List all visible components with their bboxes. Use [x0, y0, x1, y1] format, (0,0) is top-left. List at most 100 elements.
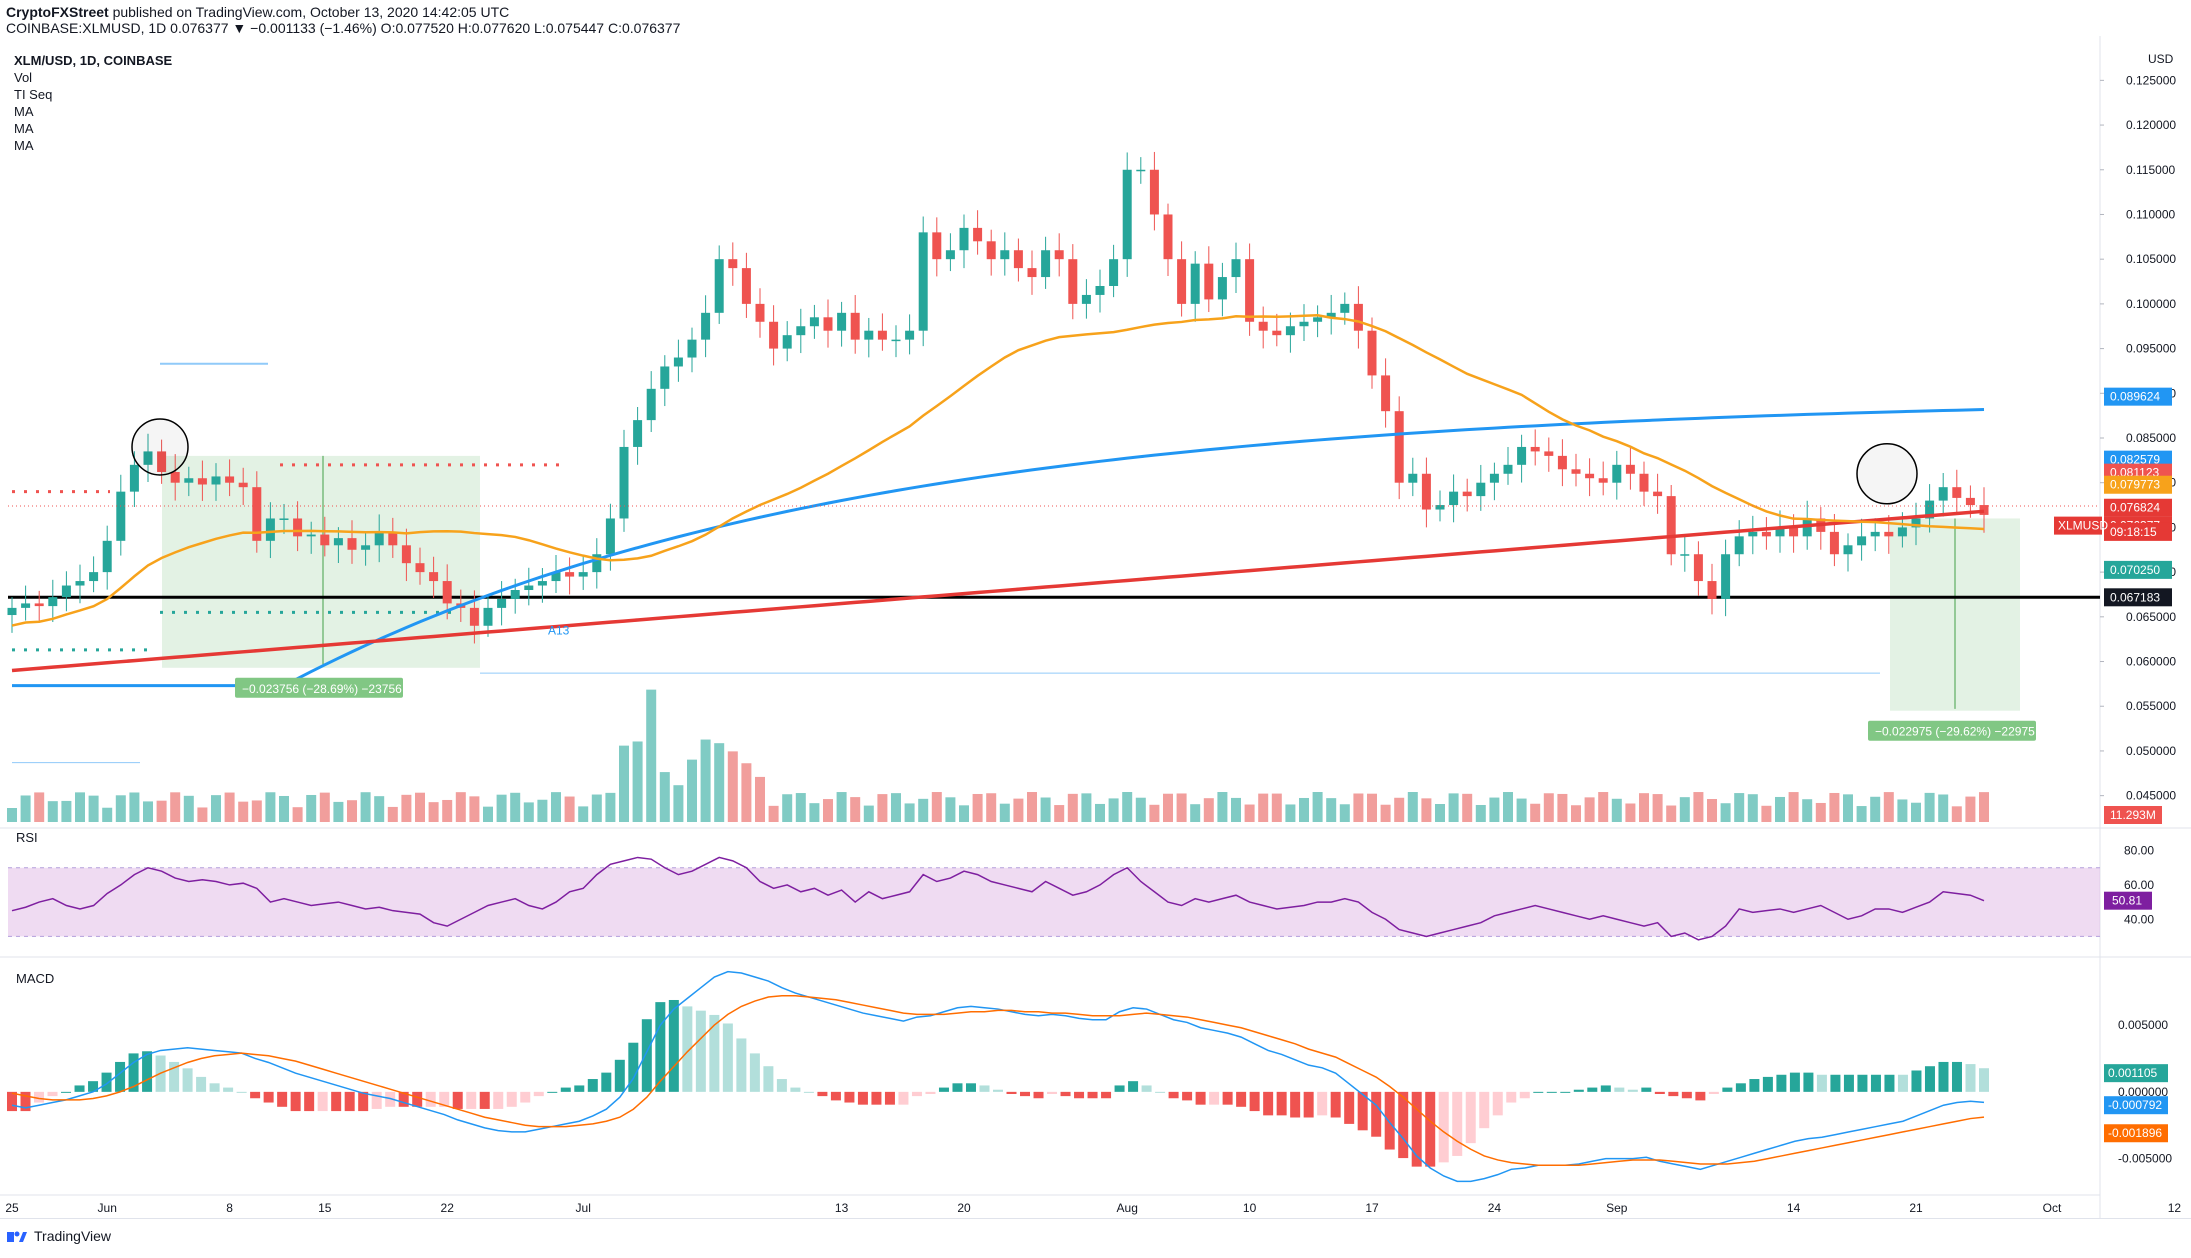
- candle-body: [1408, 473, 1418, 483]
- macd-histogram-bar: [1708, 1091, 1719, 1094]
- volume-bar: [1883, 792, 1894, 822]
- legend-item-vol[interactable]: Vol: [14, 70, 33, 85]
- volume-bar: [88, 795, 99, 822]
- volume-bar: [1625, 803, 1636, 822]
- price-axis-label-bg: [2104, 560, 2172, 579]
- candle-body: [646, 388, 656, 421]
- macd-histogram-bar: [1681, 1091, 1692, 1099]
- macd-histogram-bar: [1155, 1091, 1166, 1093]
- volume-bar: [1462, 793, 1473, 822]
- macd-histogram-bar: [1573, 1089, 1584, 1092]
- candle-body: [1353, 303, 1363, 331]
- candle-body: [728, 259, 738, 269]
- volume-bar: [1203, 798, 1214, 822]
- candle-body: [1340, 303, 1350, 313]
- macd-tick-label: -0.005000: [2118, 1152, 2172, 1166]
- macd-histogram-bar: [1695, 1091, 1706, 1101]
- macd-histogram-bar: [1951, 1061, 1962, 1092]
- candle-body: [1435, 505, 1445, 510]
- volume-bar: [510, 792, 521, 822]
- macd-histogram-bar: [1492, 1091, 1503, 1116]
- volume-bar: [1312, 792, 1323, 822]
- measure-label-bg-october: [1868, 720, 2036, 741]
- price-axis-label-bg: [2104, 588, 2172, 607]
- candle-body: [1653, 491, 1663, 497]
- footer-brand[interactable]: TradingView: [34, 1228, 112, 1244]
- volume-bar: [850, 797, 861, 822]
- candle-body: [388, 531, 398, 546]
- volume-label-bg: [2104, 806, 2162, 824]
- candle-body: [769, 321, 779, 349]
- volume-bar: [1258, 793, 1269, 822]
- volume-bar: [632, 741, 643, 822]
- volume-bar: [1598, 792, 1609, 822]
- candle-body: [837, 312, 847, 331]
- volume-bar: [1693, 792, 1704, 822]
- candle-body: [1979, 505, 1989, 515]
- volume-bar: [714, 743, 725, 822]
- macd-histogram-bar: [857, 1091, 868, 1105]
- volume-bar: [1911, 802, 1921, 822]
- candle-body: [401, 545, 411, 564]
- macd-histogram-bar: [398, 1091, 409, 1107]
- volume-bar: [1897, 799, 1908, 822]
- volume-bar: [551, 792, 561, 822]
- volume-bar: [1720, 803, 1731, 822]
- volume-bar: [387, 806, 398, 822]
- candle-body: [1272, 330, 1282, 336]
- symbol-tag: XLMUSD: [2058, 519, 2108, 533]
- volume-bar: [1299, 797, 1309, 822]
- macd-histogram-bar: [1506, 1091, 1517, 1103]
- volume-bar: [1380, 804, 1391, 822]
- volume-bar: [795, 793, 806, 822]
- macd-histogram-bar: [236, 1091, 247, 1093]
- price-tick-label: 0.100000: [2126, 297, 2176, 311]
- candle-body: [973, 227, 983, 242]
- macd-histogram-bar: [61, 1091, 72, 1093]
- volume-bar: [401, 794, 412, 822]
- macd-histogram-bar: [1979, 1068, 1989, 1092]
- time-axis-label: 10: [1243, 1201, 1257, 1215]
- candle-body: [1748, 531, 1758, 537]
- time-axis-label: 21: [1909, 1201, 1923, 1215]
- candle-body: [1054, 250, 1064, 260]
- rsi-band: [8, 867, 2100, 937]
- macd-histogram-bar: [1776, 1074, 1787, 1092]
- candle-body: [714, 259, 724, 313]
- volume-bar: [238, 801, 249, 822]
- macd-histogram-bar: [1330, 1091, 1341, 1118]
- macd-histogram-bar: [1438, 1091, 1449, 1163]
- macd-title: MACD: [16, 971, 54, 986]
- macd-histogram-bar: [790, 1087, 801, 1092]
- publisher-name[interactable]: CryptoFXStreet: [6, 4, 109, 20]
- candle-body: [143, 451, 153, 465]
- indicator-legend: XLM/USD, 1D, COINBASE Vol TI Seq MA MA M…: [14, 52, 172, 154]
- legend-item-ma-200[interactable]: MA: [14, 138, 34, 153]
- legend-item-ti-seq[interactable]: TI Seq: [14, 87, 53, 102]
- volume-bar: [1163, 793, 1173, 822]
- macd-histogram-bar: [628, 1042, 639, 1092]
- price-tick-label: 0.125000: [2126, 73, 2176, 87]
- macd-histogram-bar: [142, 1051, 153, 1092]
- macd-histogram-bar: [884, 1091, 895, 1105]
- candle-body: [905, 330, 915, 340]
- candle-body: [1693, 554, 1703, 582]
- candle-body: [374, 531, 384, 546]
- time-axis-label: Jun: [98, 1201, 117, 1215]
- macd-histogram-bar: [358, 1091, 369, 1112]
- price-axis-label-bg: [2104, 498, 2172, 517]
- price-axis-label: 0.082579: [2110, 453, 2160, 467]
- legend-item-ma-50[interactable]: MA: [14, 104, 34, 119]
- macd-histogram-bar: [1020, 1091, 1031, 1097]
- macd-histogram-bar: [938, 1087, 949, 1092]
- macd-histogram-bar: [965, 1083, 976, 1092]
- legend-item-ma-100[interactable]: MA: [14, 121, 34, 136]
- candle-body: [592, 554, 602, 573]
- macd-histogram-bar: [1479, 1091, 1490, 1129]
- candle-body: [1680, 554, 1690, 556]
- macd-histogram-bar: [1911, 1070, 1922, 1092]
- volume-bar: [1516, 798, 1527, 822]
- volume-bar: [1244, 804, 1255, 822]
- volume-bar: [1829, 792, 1840, 822]
